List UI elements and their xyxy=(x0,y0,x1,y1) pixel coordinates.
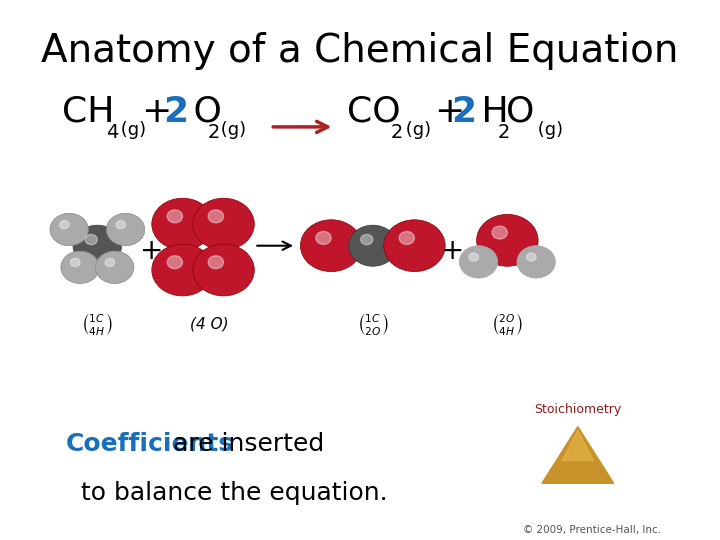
Text: 2: 2 xyxy=(207,123,220,141)
Circle shape xyxy=(208,256,223,269)
Text: Coefficients: Coefficients xyxy=(66,432,233,456)
Text: to balance the equation.: to balance the equation. xyxy=(81,481,388,504)
Circle shape xyxy=(71,258,80,267)
Text: +: + xyxy=(441,237,464,265)
Text: O: O xyxy=(182,94,222,129)
Circle shape xyxy=(60,251,99,284)
Text: $\binom{2O}{4H}$: $\binom{2O}{4H}$ xyxy=(491,311,523,337)
Circle shape xyxy=(193,198,254,250)
Polygon shape xyxy=(562,430,593,461)
Text: 2: 2 xyxy=(451,94,476,129)
Text: 2: 2 xyxy=(391,123,403,141)
Circle shape xyxy=(50,213,89,246)
Circle shape xyxy=(152,198,213,250)
Text: H: H xyxy=(470,94,509,129)
Circle shape xyxy=(517,246,555,278)
Circle shape xyxy=(459,246,498,278)
Circle shape xyxy=(60,220,69,229)
Text: 2: 2 xyxy=(163,94,188,129)
Circle shape xyxy=(300,220,362,272)
Text: +: + xyxy=(142,94,184,129)
Circle shape xyxy=(526,253,536,261)
Text: Anatomy of a Chemical Equation: Anatomy of a Chemical Equation xyxy=(41,32,679,70)
Text: $\binom{1C}{4H}$: $\binom{1C}{4H}$ xyxy=(81,311,113,337)
Text: (g): (g) xyxy=(114,121,145,139)
Circle shape xyxy=(107,213,145,246)
Text: O: O xyxy=(506,94,534,129)
Circle shape xyxy=(116,220,125,229)
Text: (4 O): (4 O) xyxy=(190,316,229,332)
Circle shape xyxy=(361,234,373,245)
Text: are inserted: are inserted xyxy=(165,432,324,456)
Circle shape xyxy=(316,232,331,245)
Circle shape xyxy=(73,225,122,266)
Text: (g): (g) xyxy=(531,121,563,139)
Circle shape xyxy=(208,210,223,223)
Polygon shape xyxy=(542,427,613,483)
Text: Stoichiometry: Stoichiometry xyxy=(534,403,621,416)
Circle shape xyxy=(477,214,538,266)
Circle shape xyxy=(96,251,134,284)
Text: 4: 4 xyxy=(106,123,118,141)
Text: $\binom{1C}{2O}$: $\binom{1C}{2O}$ xyxy=(356,311,389,337)
Circle shape xyxy=(167,256,183,269)
Circle shape xyxy=(399,232,415,245)
Circle shape xyxy=(193,244,254,296)
Text: +: + xyxy=(140,237,163,265)
Text: 2: 2 xyxy=(498,123,510,141)
Circle shape xyxy=(469,253,479,261)
Circle shape xyxy=(85,234,97,245)
Text: (g): (g) xyxy=(215,121,246,139)
Text: © 2009, Prentice-Hall, Inc.: © 2009, Prentice-Hall, Inc. xyxy=(523,524,661,535)
Circle shape xyxy=(152,244,213,296)
Text: CH: CH xyxy=(62,94,114,129)
Circle shape xyxy=(105,258,114,267)
Circle shape xyxy=(384,220,445,272)
Text: (g): (g) xyxy=(400,121,431,139)
Circle shape xyxy=(167,210,183,223)
Text: +: + xyxy=(433,94,464,129)
Circle shape xyxy=(348,225,397,266)
Text: CO: CO xyxy=(347,94,401,129)
Circle shape xyxy=(492,226,508,239)
